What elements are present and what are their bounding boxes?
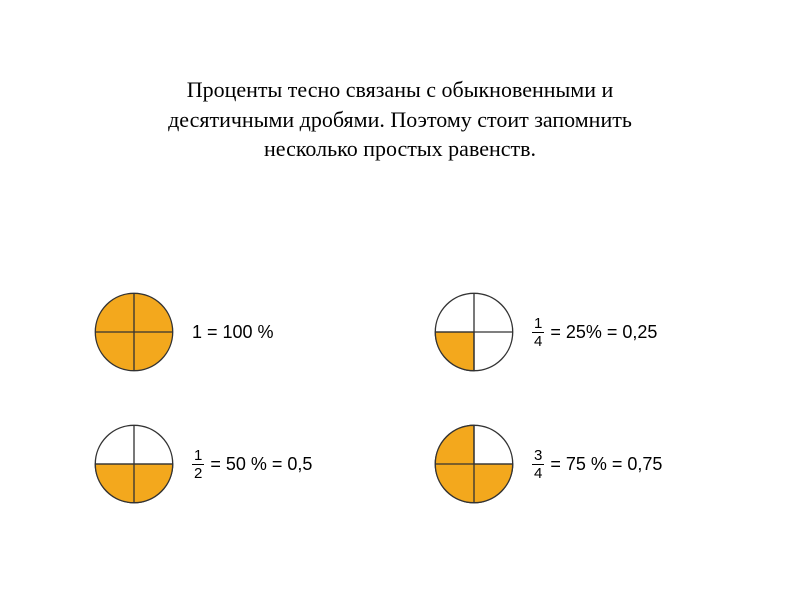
pie-item-full: 1 = 100 % bbox=[90, 288, 274, 376]
pie-item-quarter: 1 4 = 25% = 0,25 bbox=[430, 288, 657, 376]
equation-text: 1 = 100 % bbox=[192, 322, 274, 343]
equation-quarter: 1 4 = 25% = 0,25 bbox=[532, 316, 657, 349]
denominator: 4 bbox=[532, 332, 544, 349]
fraction: 1 2 bbox=[192, 448, 204, 481]
fraction: 3 4 bbox=[532, 448, 544, 481]
equation-text: = 25% = 0,25 bbox=[550, 322, 657, 343]
pie-quarter bbox=[430, 288, 518, 376]
equation-three-quarter: 3 4 = 75 % = 0,75 bbox=[532, 448, 662, 481]
pie-full bbox=[90, 288, 178, 376]
pie-half bbox=[90, 420, 178, 508]
intro-text: Проценты тесно связаны с обыкновенными и… bbox=[130, 75, 670, 164]
numerator: 3 bbox=[532, 448, 544, 464]
pie-item-three-quarter: 3 4 = 75 % = 0,75 bbox=[430, 420, 662, 508]
equation-full: 1 = 100 % bbox=[192, 322, 274, 343]
equation-text: = 50 % = 0,5 bbox=[210, 454, 312, 475]
denominator: 4 bbox=[532, 464, 544, 481]
denominator: 2 bbox=[192, 464, 204, 481]
numerator: 1 bbox=[192, 448, 204, 464]
equation-half: 1 2 = 50 % = 0,5 bbox=[192, 448, 312, 481]
equation-text: = 75 % = 0,75 bbox=[550, 454, 662, 475]
fraction: 1 4 bbox=[532, 316, 544, 349]
numerator: 1 bbox=[532, 316, 544, 332]
pie-three-quarter bbox=[430, 420, 518, 508]
pie-item-half: 1 2 = 50 % = 0,5 bbox=[90, 420, 312, 508]
